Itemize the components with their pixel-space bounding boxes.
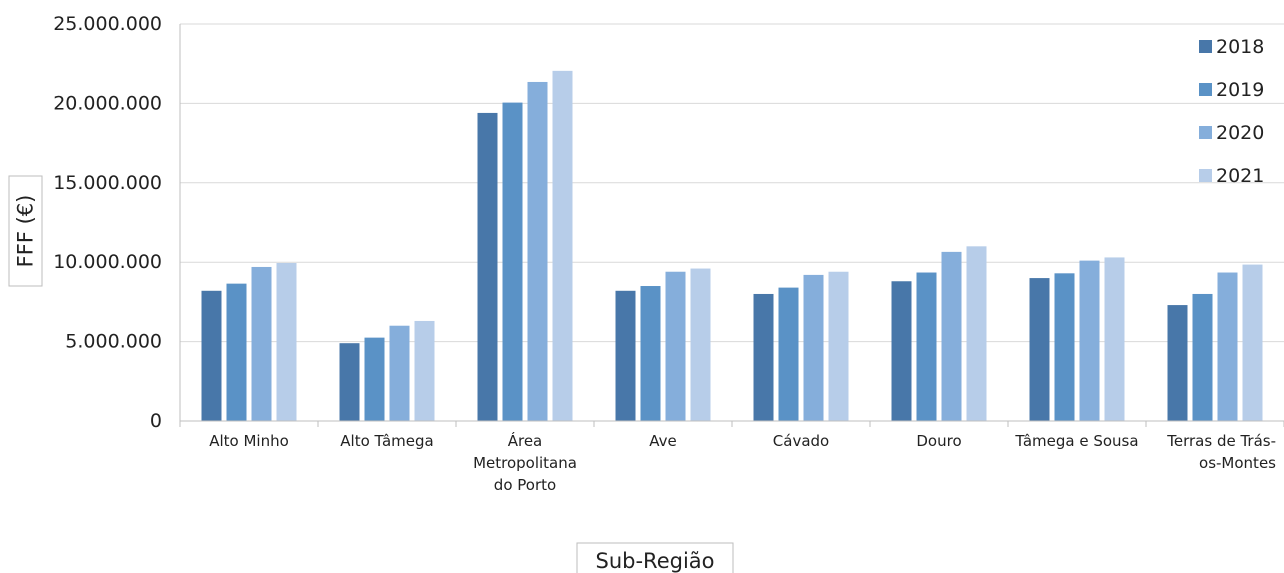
bar-2021: [414, 320, 435, 421]
bar-2018: [1029, 278, 1050, 421]
bar-2020: [1079, 260, 1100, 421]
bar-2019: [364, 337, 385, 421]
bar-2018: [615, 290, 636, 421]
bar-2019: [226, 283, 247, 421]
y-tick-label: 25.000.000: [53, 13, 162, 35]
legend: 2018 2019 2020 2021: [1199, 36, 1264, 187]
bars: [201, 70, 1263, 421]
legend-swatch-2018: [1199, 40, 1212, 53]
bar-2019: [1054, 273, 1075, 421]
bar-2021: [1104, 257, 1125, 421]
bar-2020: [803, 274, 824, 421]
y-tick-label: 15.000.000: [53, 172, 162, 194]
bar-2021: [828, 271, 849, 421]
bar-2021: [276, 262, 297, 421]
x-tick-label: Tâmega e Sousa: [1014, 432, 1138, 450]
x-tick-label: Alto Tâmega: [340, 432, 433, 450]
bar-2021: [690, 268, 711, 421]
bar-2018: [201, 290, 222, 421]
y-tick-labels: 0 5.000.000 10.000.000 15.000.000 20.000.000…: [53, 13, 162, 432]
legend-swatch-2019: [1199, 83, 1212, 96]
bar-2021: [966, 246, 987, 421]
y-tick-label: 10.000.000: [53, 251, 162, 273]
x-tick-label: Terras de Trás-os-Montes: [1166, 432, 1276, 472]
x-tick-label: Alto Minho: [209, 432, 289, 450]
legend-label-2021: 2021: [1216, 165, 1264, 187]
y-axis-title-box: [8, 175, 43, 287]
bar-2020: [527, 81, 548, 421]
bar-2018: [339, 343, 360, 421]
x-axis-title: Sub-Região: [596, 549, 715, 573]
y-tick-label: 5.000.000: [65, 331, 162, 353]
bar-2019: [778, 287, 799, 421]
bar-2018: [477, 112, 498, 421]
x-tick-labels: Alto Minho Alto Tâmega Área Metropolitana do…: [209, 431, 1276, 494]
x-tick-label: Área Metropolitana do Porto: [473, 431, 577, 494]
legend-label-2020: 2020: [1216, 122, 1264, 144]
gridlines: [180, 23, 1284, 343]
bar-2020: [665, 271, 686, 421]
bar-2020: [251, 266, 272, 421]
legend-swatch-2021: [1199, 169, 1212, 182]
y-tick-label: 0: [150, 410, 162, 432]
bar-2020: [389, 325, 410, 421]
bar-2021: [552, 70, 573, 421]
x-tick-label: Douro: [916, 432, 961, 450]
x-axis-title-box: [576, 542, 734, 573]
bar-2018: [891, 281, 912, 421]
bar-2018: [1167, 305, 1188, 421]
legend-label-2018: 2018: [1216, 36, 1264, 58]
legend-label-2019: 2019: [1216, 79, 1264, 101]
bar-2020: [1217, 272, 1238, 421]
bar-2019: [916, 272, 937, 421]
bar-2019: [502, 102, 523, 421]
bar-2021: [1242, 264, 1263, 421]
y-tick-label: 20.000.000: [53, 92, 162, 114]
y-axis-title: FFF (€): [14, 195, 38, 268]
bar-2019: [640, 286, 661, 421]
axes: [179, 24, 1284, 427]
x-tick-label: Cávado: [773, 432, 829, 450]
bar-2020: [941, 251, 962, 421]
x-tick-label: Ave: [649, 432, 677, 450]
bar-2018: [753, 293, 774, 421]
legend-swatch-2020: [1199, 126, 1212, 139]
bar-2019: [1192, 293, 1213, 421]
